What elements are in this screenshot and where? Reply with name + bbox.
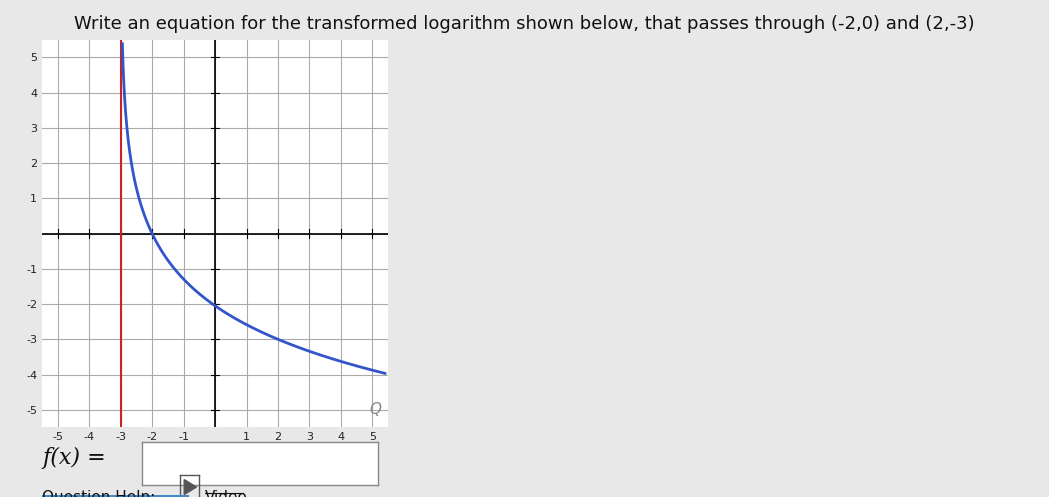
Text: Q: Q: [370, 402, 382, 417]
Text: f(x) =: f(x) =: [42, 447, 106, 469]
Text: Question Help:: Question Help:: [42, 490, 155, 497]
Text: Write an equation for the transformed logarithm shown below, that passes through: Write an equation for the transformed lo…: [74, 15, 975, 33]
Polygon shape: [185, 480, 196, 495]
Text: Video: Video: [205, 490, 248, 497]
